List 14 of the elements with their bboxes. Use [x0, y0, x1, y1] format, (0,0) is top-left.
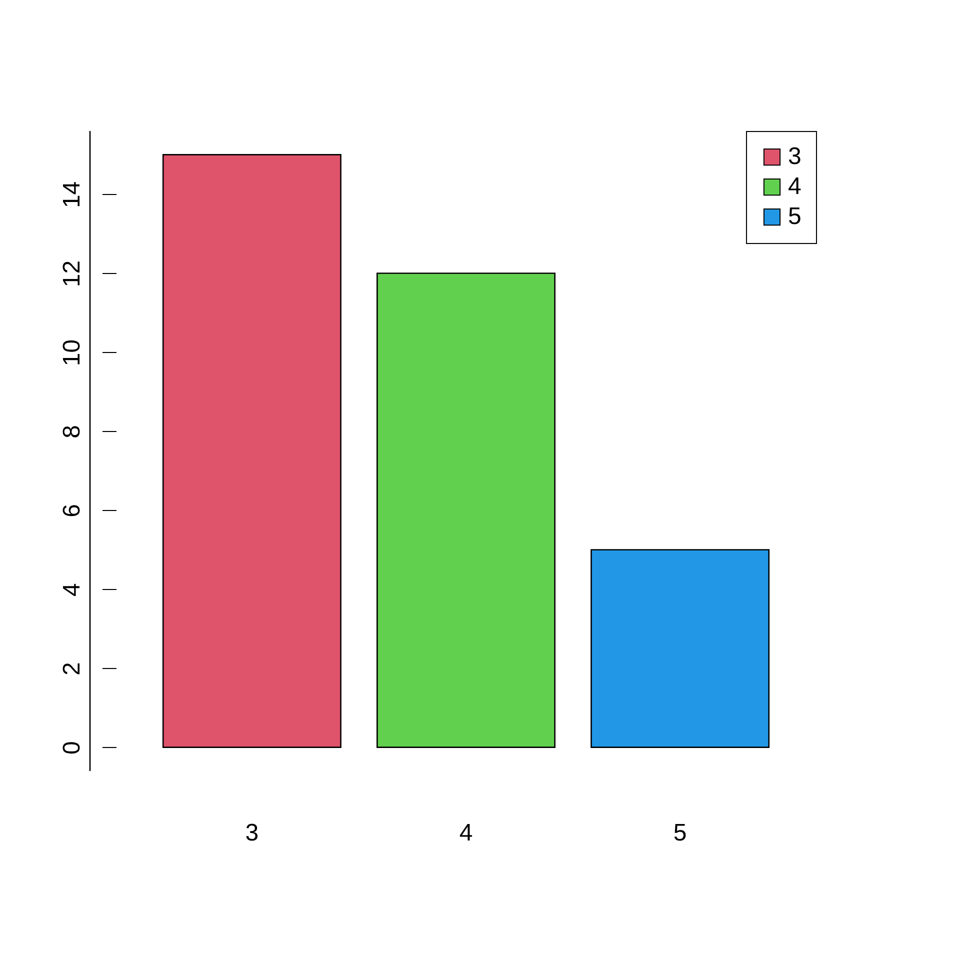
y-tick-label: 12	[58, 260, 86, 288]
y-tick-label: 8	[58, 425, 86, 438]
y-tick-label: 4	[58, 583, 86, 596]
legend-label: 3	[788, 143, 802, 170]
y-tick-label: 2	[58, 662, 86, 676]
x-tick-label: 3	[245, 820, 259, 846]
x-tick-label: 5	[673, 820, 687, 846]
legend-label: 4	[788, 173, 802, 200]
legend-label: 5	[788, 203, 802, 230]
y-tick-label: 14	[58, 181, 86, 208]
y-tick-label: 0	[58, 741, 86, 754]
y-tick-label: 6	[58, 504, 86, 518]
x-tick-label: 4	[459, 820, 473, 846]
y-tick-label: 10	[58, 339, 86, 366]
